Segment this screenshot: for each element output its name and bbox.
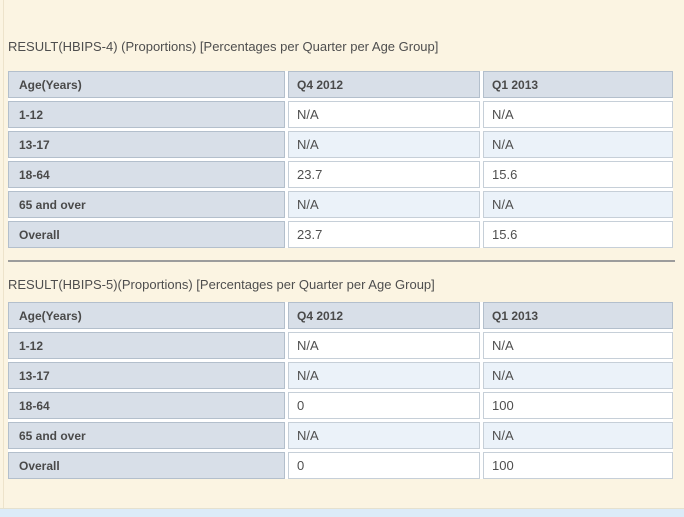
- value-cell: N/A: [483, 362, 673, 389]
- section-heading-hbips-5: RESULT(HBIPS-5)(Proportions) [Percentage…: [8, 277, 435, 292]
- table-row: 1-12 N/A N/A: [8, 101, 673, 128]
- table-row: 18-64 23.7 15.6: [8, 161, 673, 188]
- table-row: 1-12 N/A N/A: [8, 332, 673, 359]
- section-divider: [8, 260, 675, 262]
- value-cell: 15.6: [483, 221, 673, 248]
- value-cell: N/A: [483, 191, 673, 218]
- column-header-age: Age(Years): [8, 302, 285, 329]
- row-label-cell: 65 and over: [8, 422, 285, 449]
- value-cell: N/A: [288, 422, 480, 449]
- results-table-hbips-5: Age(Years) Q4 2012 Q1 2013 1-12 N/A N/A …: [8, 302, 673, 479]
- page-left-edge-line: [3, 0, 4, 508]
- row-label-cell: Overall: [8, 452, 285, 479]
- value-cell: 0: [288, 452, 480, 479]
- table-row: 65 and over N/A N/A: [8, 422, 673, 449]
- row-label-cell: 13-17: [8, 362, 285, 389]
- table-row: 13-17 N/A N/A: [8, 131, 673, 158]
- table-row: 65 and over N/A N/A: [8, 191, 673, 218]
- row-label-cell: 18-64: [8, 392, 285, 419]
- value-cell: N/A: [288, 362, 480, 389]
- value-cell: 100: [483, 392, 673, 419]
- value-cell: N/A: [483, 131, 673, 158]
- table-row: 18-64 0 100: [8, 392, 673, 419]
- value-cell: 23.7: [288, 161, 480, 188]
- value-cell: N/A: [483, 422, 673, 449]
- row-label-cell: 1-12: [8, 101, 285, 128]
- row-label-cell: 1-12: [8, 332, 285, 359]
- footer-bar: [0, 508, 684, 517]
- value-cell: 15.6: [483, 161, 673, 188]
- row-label-cell: 18-64: [8, 161, 285, 188]
- table-header-row: Age(Years) Q4 2012 Q1 2013: [8, 71, 673, 98]
- table-row: Overall 0 100: [8, 452, 673, 479]
- results-table-hbips-4: Age(Years) Q4 2012 Q1 2013 1-12 N/A N/A …: [8, 71, 673, 248]
- value-cell: 0: [288, 392, 480, 419]
- value-cell: N/A: [483, 332, 673, 359]
- column-header-q1-2013: Q1 2013: [483, 302, 673, 329]
- table-row: Overall 23.7 15.6: [8, 221, 673, 248]
- value-cell: N/A: [288, 101, 480, 128]
- value-cell: N/A: [288, 191, 480, 218]
- table-header-row: Age(Years) Q4 2012 Q1 2013: [8, 302, 673, 329]
- table-row: 13-17 N/A N/A: [8, 362, 673, 389]
- report-content: RESULT(HBIPS-4) (Proportions) [Percentag…: [8, 0, 678, 479]
- column-header-q4-2012: Q4 2012: [288, 302, 480, 329]
- value-cell: 23.7: [288, 221, 480, 248]
- value-cell: N/A: [483, 101, 673, 128]
- value-cell: N/A: [288, 332, 480, 359]
- value-cell: 100: [483, 452, 673, 479]
- section-heading-hbips-4: RESULT(HBIPS-4) (Proportions) [Percentag…: [8, 39, 439, 54]
- row-label-cell: Overall: [8, 221, 285, 248]
- column-header-q4-2012: Q4 2012: [288, 71, 480, 98]
- row-label-cell: 65 and over: [8, 191, 285, 218]
- column-header-age: Age(Years): [8, 71, 285, 98]
- value-cell: N/A: [288, 131, 480, 158]
- column-header-q1-2013: Q1 2013: [483, 71, 673, 98]
- row-label-cell: 13-17: [8, 131, 285, 158]
